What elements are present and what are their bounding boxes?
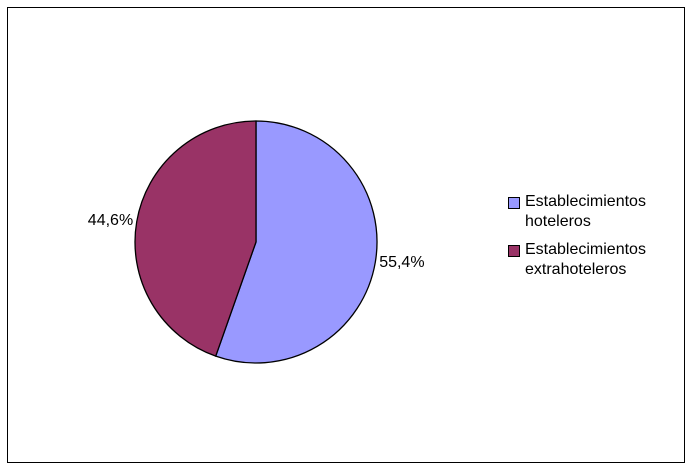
pie-slice-extrahoteleros xyxy=(134,120,257,357)
legend-swatch-hoteleros xyxy=(508,197,520,209)
data-label-hoteleros: 55,4% xyxy=(379,254,425,272)
legend: Establecimientos hoteleros Establecimien… xyxy=(508,192,688,288)
legend-item-hoteleros: Establecimientos hoteleros xyxy=(508,192,688,232)
legend-label-extrahoteleros: Establecimientos extrahoteleros xyxy=(525,241,646,278)
legend-swatch-extrahoteleros xyxy=(508,245,520,257)
legend-item-extrahoteleros: Establecimientos extrahoteleros xyxy=(508,240,688,280)
data-label-extrahoteleros: 44,6% xyxy=(87,211,134,229)
legend-label-hoteleros: Establecimientos hoteleros xyxy=(525,193,646,230)
